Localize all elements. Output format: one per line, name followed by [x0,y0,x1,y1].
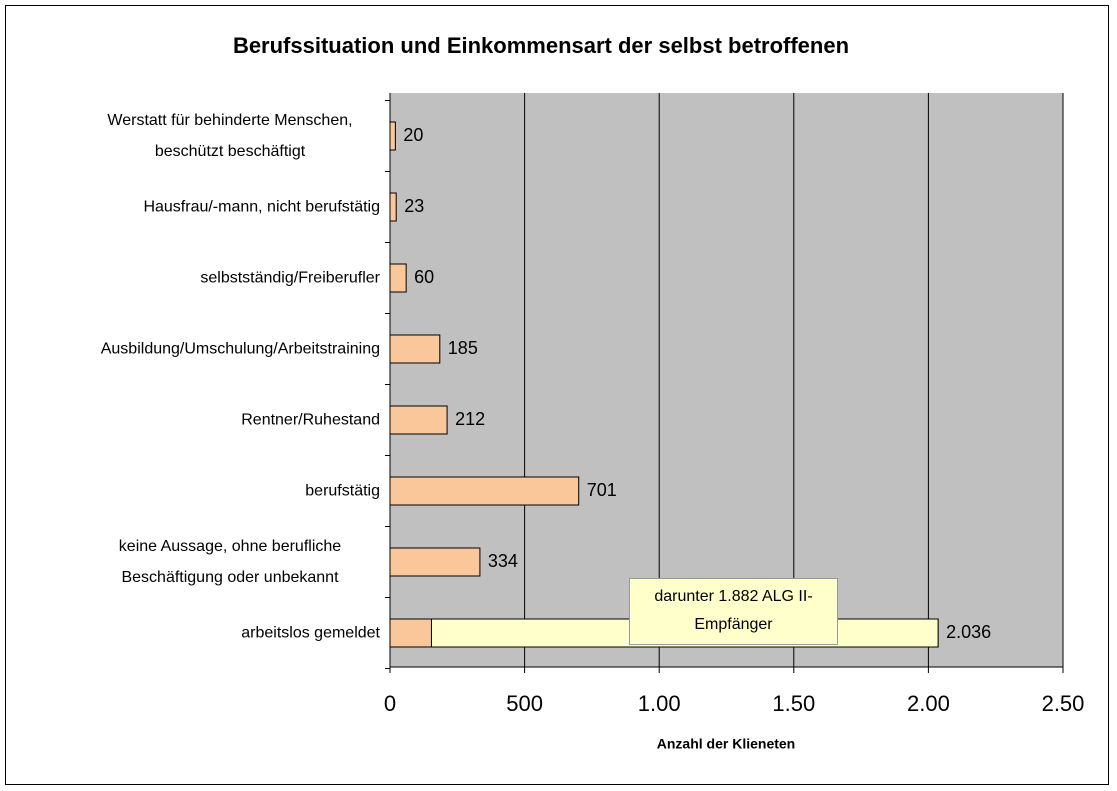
x-tick-label: 2.50 [1042,691,1085,716]
value-label: 60 [414,267,434,287]
plot-area [390,93,1063,667]
y-tick-label: selbstständig/Freiberufler [0,263,380,294]
chart-title: Berufssituation und Einkommensart der se… [233,33,849,58]
y-tick-label: arbeitslos gemeldet [0,618,380,649]
value-label: 2.036 [946,622,991,642]
value-label: 334 [488,551,518,571]
value-label: 23 [404,196,424,216]
value-label: 185 [448,338,478,358]
x-tick-label: 2.00 [907,691,950,716]
category-text: Rentner/Ruhestand [241,411,380,429]
category-text: Ausbildung/Umschulung/Arbeitstraining [100,340,380,358]
bar [389,263,407,293]
y-tick-label: keine Aussage, ohne berufliche Beschäfti… [0,531,380,593]
bar [389,192,397,222]
bar [389,547,481,577]
x-tick-label: 0 [384,691,396,716]
category-text: berufstätig [305,482,380,500]
bar [389,334,441,364]
chart-frame [5,5,1109,785]
category-text: keine Aussage, ohne berufliche Beschäfti… [118,538,342,586]
y-tick-label: berufstätig [0,476,380,507]
bar [389,476,580,506]
y-tick-label: Hausfrau/-mann, nicht berufstätig [0,192,380,223]
value-label: 20 [403,125,423,145]
value-label: 701 [587,480,617,500]
x-axis-label: Anzahl der Klieneten [657,736,795,752]
bar [389,121,396,151]
category-text: Hausfrau/-mann, nicht berufstätig [143,198,380,216]
y-tick-label: Werstatt für behinderte Menschen, beschü… [0,105,380,167]
y-tick-label: Rentner/Ruhestand [0,405,380,436]
category-text: selbstständig/Freiberufler [200,269,380,287]
bar [389,405,448,435]
value-label: 212 [455,409,485,429]
x-tick-label: 500 [506,691,543,716]
category-text: arbeitslos gemeldet [241,624,380,642]
y-tick-label: Ausbildung/Umschulung/Arbeitstraining [0,334,380,365]
category-text: Werstatt für behinderte Menschen, beschü… [107,112,353,160]
annotation: darunter 1.882 ALG II-Empfänger [629,578,838,645]
x-tick-label: 1.50 [772,691,815,716]
x-tick-label: 1.00 [638,691,681,716]
